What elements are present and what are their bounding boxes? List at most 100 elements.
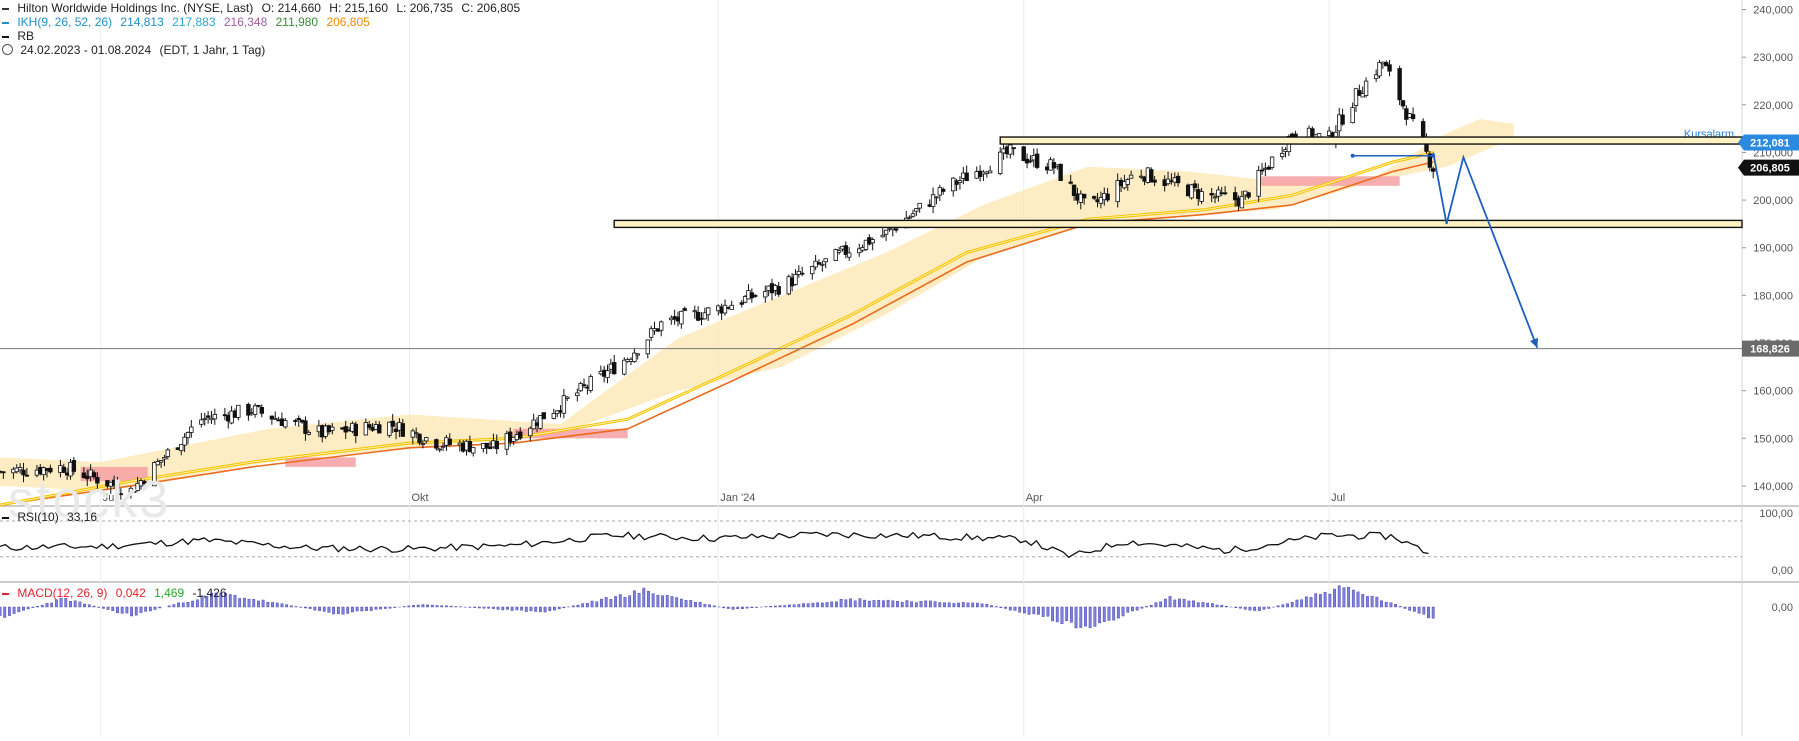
- candlestick: [730, 301, 734, 310]
- macd-histogram-bar: [826, 602, 828, 607]
- macd-histogram-bar: [732, 607, 734, 609]
- macd-histogram-bar: [690, 600, 692, 607]
- resistance-zone: [1000, 137, 1742, 144]
- candlestick: [438, 448, 442, 452]
- candle-body-up: [1129, 175, 1133, 178]
- series-marker: [2, 8, 9, 10]
- candlestick: [1270, 156, 1274, 170]
- candle-body-up: [881, 235, 885, 237]
- candle-body-down: [1210, 193, 1214, 195]
- candle-body-up: [159, 460, 163, 462]
- macd-histogram-bar: [1164, 599, 1166, 607]
- macd-histogram-bar: [238, 598, 240, 607]
- candle-body-down: [1022, 147, 1026, 161]
- macd-histogram-bar: [1235, 607, 1237, 608]
- macd-histogram-bar: [1206, 603, 1208, 607]
- rb-label: RB: [17, 29, 34, 43]
- macd-histogram-bar: [436, 605, 438, 607]
- macd-histogram-bar: [318, 607, 320, 611]
- macd-histogram-bar: [1239, 607, 1241, 608]
- candle-body-down: [1193, 184, 1197, 188]
- macd-histogram-bar: [365, 607, 367, 611]
- macd-histogram-bar: [807, 604, 809, 607]
- macd-histogram-bar: [182, 603, 184, 607]
- macd-histogram-bar: [1108, 607, 1110, 620]
- candle-body-down: [294, 421, 298, 422]
- candle-body-up: [908, 217, 912, 218]
- clock-icon: [2, 44, 13, 55]
- macd-histogram-bar: [1155, 603, 1157, 607]
- macd-histogram-bar: [0, 607, 1, 616]
- macd-histogram-bar: [600, 599, 602, 607]
- candlestick: [579, 382, 583, 392]
- macd-histogram-bar: [135, 607, 137, 615]
- macd-histogram-bar: [351, 607, 353, 612]
- macd-histogram-bar: [614, 596, 616, 607]
- macd-histogram-bar: [1324, 592, 1326, 607]
- macd-histogram-bar: [1018, 607, 1020, 612]
- macd-histogram-bar: [746, 607, 748, 608]
- macd-histogram-bar: [41, 605, 43, 607]
- macd-histogram-bar: [248, 599, 250, 607]
- macd-histogram-bar: [793, 605, 795, 607]
- rsi-value: 33,16: [67, 510, 97, 524]
- candle-body-down: [206, 416, 210, 417]
- macd-histogram-bar: [1413, 607, 1415, 611]
- macd-histogram-bar: [647, 591, 649, 607]
- price-tick-label: 220,000: [1753, 100, 1793, 112]
- candlestick: [965, 165, 969, 180]
- macd-histogram-bar: [1070, 607, 1072, 622]
- macd-histogram-bar: [854, 601, 856, 607]
- candle-body-up: [998, 152, 1002, 173]
- candle-body-up: [213, 414, 217, 418]
- macd-histogram-bar: [140, 607, 142, 613]
- candle-body-up: [163, 457, 167, 459]
- candlestick: [951, 177, 955, 196]
- macd-histogram-bar: [581, 604, 583, 607]
- candle-body-down: [1398, 69, 1402, 100]
- macd-histogram-bar: [177, 603, 179, 607]
- macd-histogram-bar: [257, 601, 259, 607]
- macd-histogram-bar: [1404, 607, 1406, 608]
- macd-histogram-bar: [3, 607, 5, 618]
- candlestick: [1035, 148, 1039, 169]
- candle-body-up: [1378, 63, 1382, 76]
- macd-histogram-bar: [948, 603, 950, 607]
- candle-body-up: [190, 427, 194, 432]
- macd-histogram-bar: [976, 603, 978, 607]
- macd-label: MACD(12, 26, 9): [17, 586, 107, 600]
- candle-body-up: [693, 311, 697, 312]
- candle-body-up: [183, 437, 187, 445]
- macd-histogram-bar: [831, 602, 833, 607]
- macd-histogram-bar: [1061, 607, 1063, 624]
- macd-histogram-bar: [1427, 607, 1429, 618]
- projection-path: [1433, 153, 1537, 348]
- ohlc-high: H: 215,160: [329, 1, 388, 15]
- macd-histogram-bar: [1376, 597, 1378, 607]
- macd-histogram-bar: [741, 607, 743, 609]
- candlestick: [589, 374, 593, 393]
- macd-histogram-bar: [520, 607, 522, 610]
- legend-range-row: 24.02.2023 - 01.08.2024 (EDT, 1 Jahr, 1 …: [2, 42, 270, 58]
- macd-histogram-bar: [323, 607, 325, 611]
- macd-histogram-bar: [168, 606, 170, 607]
- macd-histogram-bar: [337, 607, 339, 614]
- macd-histogram-bar: [332, 607, 334, 614]
- macd-histogram-bar: [102, 607, 104, 608]
- macd-histogram-bar: [417, 605, 419, 607]
- macd-histogram-bar: [450, 606, 452, 607]
- candlestick: [659, 320, 663, 336]
- candle-body-down: [1247, 193, 1251, 197]
- macd-histogram-bar: [361, 607, 363, 611]
- candlestick: [270, 416, 274, 425]
- rsi-marker: [2, 517, 9, 519]
- candle-body-down: [965, 173, 969, 181]
- macd-histogram-bar: [243, 598, 245, 607]
- candlestick: [206, 411, 210, 424]
- macd-histogram-bar: [144, 607, 146, 611]
- price-tick-label: 180,000: [1753, 290, 1793, 302]
- candlestick: [471, 448, 475, 457]
- macd-histogram-bar: [1033, 607, 1035, 614]
- alarm-price-label: 212,081: [1750, 138, 1790, 150]
